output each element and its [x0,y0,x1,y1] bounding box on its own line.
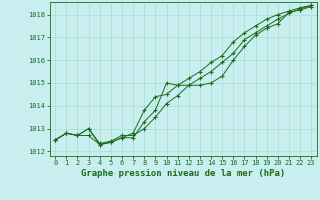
X-axis label: Graphe pression niveau de la mer (hPa): Graphe pression niveau de la mer (hPa) [81,169,285,178]
